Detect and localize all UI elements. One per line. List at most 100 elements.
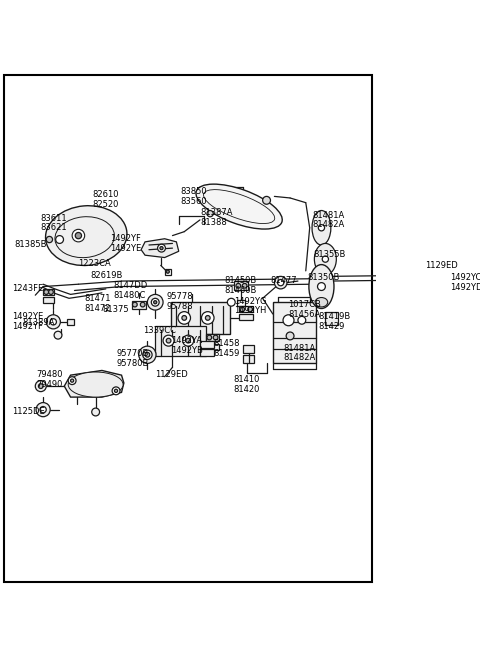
Ellipse shape <box>204 190 275 223</box>
Bar <box>243 346 254 353</box>
Bar <box>206 344 219 350</box>
Circle shape <box>72 229 84 242</box>
Circle shape <box>56 236 63 244</box>
Bar <box>206 334 219 340</box>
Circle shape <box>68 376 76 384</box>
Ellipse shape <box>309 265 334 309</box>
Bar <box>43 289 54 295</box>
Circle shape <box>202 311 214 324</box>
Circle shape <box>417 271 422 275</box>
Text: 1223CA: 1223CA <box>78 259 111 268</box>
Circle shape <box>182 315 187 320</box>
Circle shape <box>442 278 446 283</box>
Circle shape <box>240 307 245 311</box>
Text: 95778
95788: 95778 95788 <box>167 292 193 311</box>
Text: 81471
81472: 81471 81472 <box>84 294 110 313</box>
Circle shape <box>163 335 174 346</box>
Text: 8147DD
81480C: 8147DD 81480C <box>114 281 148 300</box>
Text: 1492YA
1492YB: 1492YA 1492YB <box>171 336 203 355</box>
Text: 1125DE: 1125DE <box>12 407 45 415</box>
Bar <box>423 294 434 301</box>
Text: 81355B: 81355B <box>313 250 346 259</box>
Bar <box>171 302 230 334</box>
Circle shape <box>145 352 150 357</box>
Text: 81477: 81477 <box>271 277 297 285</box>
Circle shape <box>40 407 46 413</box>
Text: 83611
83621: 83611 83621 <box>41 214 67 233</box>
Text: 81450B
81460B: 81450B 81460B <box>224 277 257 295</box>
Circle shape <box>183 335 193 346</box>
Ellipse shape <box>314 244 336 275</box>
Text: 1243FE: 1243FE <box>12 284 44 293</box>
Circle shape <box>46 237 52 242</box>
Bar <box>43 297 54 303</box>
Bar <box>237 300 245 306</box>
Text: 82619B: 82619B <box>90 271 122 280</box>
Bar <box>200 350 214 355</box>
Circle shape <box>166 338 171 343</box>
Bar <box>273 302 316 363</box>
Polygon shape <box>141 238 179 258</box>
Text: 1492YE
1492YF: 1492YE 1492YF <box>12 313 43 331</box>
Text: 79480
79490: 79480 79490 <box>36 371 62 389</box>
Circle shape <box>154 301 157 304</box>
Text: 81375: 81375 <box>102 305 129 313</box>
Circle shape <box>46 315 60 329</box>
Circle shape <box>36 403 50 417</box>
Circle shape <box>71 379 74 382</box>
Bar <box>67 319 74 325</box>
Text: 83850
83560: 83850 83560 <box>180 187 207 206</box>
Text: 1492YG
1492YH: 1492YG 1492YH <box>234 297 266 315</box>
Bar <box>155 326 206 355</box>
Text: 81350B: 81350B <box>307 273 340 283</box>
Bar <box>422 283 433 289</box>
Ellipse shape <box>55 217 114 258</box>
Text: 81481A
81482A: 81481A 81482A <box>312 210 344 229</box>
Bar <box>165 269 171 275</box>
Ellipse shape <box>315 298 328 307</box>
Circle shape <box>132 302 137 307</box>
Bar <box>325 313 338 325</box>
Polygon shape <box>64 371 124 397</box>
Bar <box>132 301 146 309</box>
Ellipse shape <box>196 184 282 229</box>
Circle shape <box>277 279 284 286</box>
Circle shape <box>166 270 169 273</box>
Circle shape <box>318 225 324 231</box>
Circle shape <box>38 384 43 388</box>
Text: 1129ED: 1129ED <box>155 371 188 380</box>
Circle shape <box>415 269 424 278</box>
Circle shape <box>236 283 240 288</box>
Circle shape <box>228 298 235 306</box>
Circle shape <box>283 315 294 326</box>
Circle shape <box>54 331 62 339</box>
Circle shape <box>160 246 163 250</box>
Bar <box>93 224 99 229</box>
Circle shape <box>286 332 294 340</box>
Bar <box>239 306 253 313</box>
Text: 1492YF
1492YE: 1492YF 1492YE <box>110 234 141 253</box>
Text: 81419B
81429: 81419B 81429 <box>318 313 350 331</box>
Bar <box>234 281 248 290</box>
Circle shape <box>139 346 156 363</box>
Circle shape <box>205 315 210 320</box>
Circle shape <box>50 319 57 325</box>
Text: 1017CB
81456A: 1017CB 81456A <box>288 300 322 319</box>
Text: 81481A
81482A: 81481A 81482A <box>284 344 316 363</box>
Ellipse shape <box>312 210 331 245</box>
Circle shape <box>248 307 252 311</box>
Text: 1129ED: 1129ED <box>425 261 457 269</box>
Circle shape <box>140 302 145 307</box>
Circle shape <box>207 335 212 340</box>
Circle shape <box>143 350 152 359</box>
Text: 81458
81459: 81458 81459 <box>213 339 240 358</box>
Circle shape <box>242 283 247 288</box>
Bar <box>436 277 447 284</box>
Circle shape <box>178 311 191 324</box>
Circle shape <box>114 389 118 392</box>
Bar <box>239 314 253 320</box>
Circle shape <box>112 387 120 395</box>
Circle shape <box>207 210 213 217</box>
Text: 82610
82520: 82610 82520 <box>93 190 119 209</box>
Circle shape <box>36 380 46 392</box>
